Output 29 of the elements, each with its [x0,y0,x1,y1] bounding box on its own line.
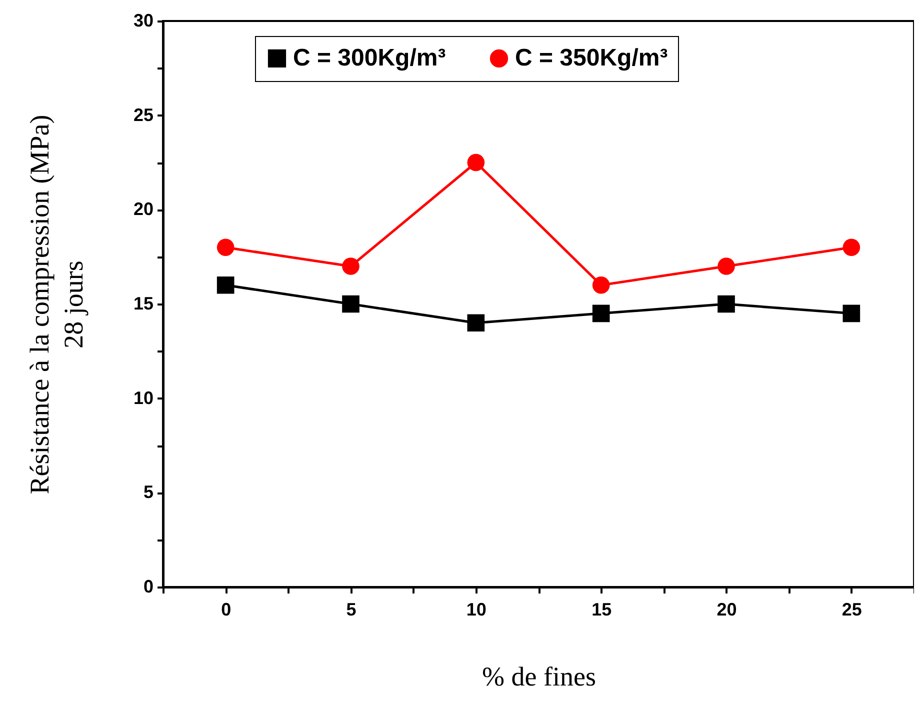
y-tick-label: 25 [133,104,154,125]
y-tick-label: 0 [143,576,154,596]
y-tick-label: 20 [133,199,154,220]
point [342,258,360,275]
point [592,304,610,322]
legend-label: C = 300Kg/m³ [293,44,446,72]
y-tick-label: 30 [133,10,154,30]
y-axis-title: Résistance à la compression (MPa) 28 jours [24,114,88,494]
y-tick-label: 15 [133,294,154,314]
point [467,154,485,172]
point [842,238,860,256]
x-tick-label: 15 [592,600,612,620]
point [216,238,234,256]
y-tick-label: 10 [133,388,154,408]
point [718,258,735,275]
y-tick-label: 5 [143,482,154,502]
point [718,295,735,313]
x-tick-label: 0 [221,600,232,620]
point [592,276,610,294]
point [216,276,234,294]
x-tick-label: 20 [716,600,737,620]
point [342,295,360,313]
x-tick-label: 10 [466,600,486,620]
x-tick-label: 25 [842,600,862,620]
point [467,314,485,332]
x-axis-title: % de fines [482,662,596,692]
point [842,304,860,322]
legend-label: C = 350Kg/m³ [515,44,668,72]
x-tick-label: 5 [346,600,356,620]
